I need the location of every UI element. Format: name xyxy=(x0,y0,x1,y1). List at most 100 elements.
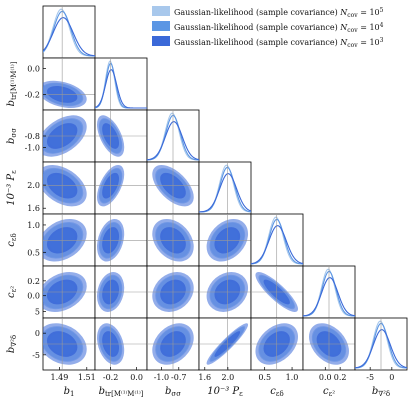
panel-ce2-vs-btr xyxy=(94,265,148,319)
panel-bss-vs-btr xyxy=(94,109,148,163)
x-axis-label-bss: bσσ xyxy=(165,386,181,398)
legend-prefix: Gaussian-likelihood (sample covariance) xyxy=(174,8,340,17)
y-axis-label-pe: 10⁻³ Pε xyxy=(6,170,18,206)
y-axis-label-ce2: cε² xyxy=(6,286,18,298)
y-axis-label-main: b xyxy=(6,138,17,144)
marginal-curve-pe-series-1 xyxy=(199,166,251,213)
y-axis-label-bv2d: b∇²δ xyxy=(6,335,18,353)
x-axis-label-sub: ∇²δ xyxy=(378,390,390,398)
y-tick-label-bv2d-1: 0 xyxy=(35,329,40,338)
x-axis-label-main: c xyxy=(323,386,329,397)
y-tick-label-pe-1: 1.6 xyxy=(27,204,40,213)
panel-content xyxy=(95,214,147,266)
marginal-curve-btr-series-2 xyxy=(95,69,147,109)
x-tick-label-bss-1: -0.7 xyxy=(171,373,186,382)
y-tick-label-bv2d-0: 5 xyxy=(35,308,40,317)
x-tick-label-b1-0: 1.49 xyxy=(51,373,69,382)
panel-bv2d-vs-ce2: 0.0 0.2 xyxy=(302,317,356,382)
legend: Gaussian-likelihood (sample covariance) … xyxy=(152,6,384,49)
panel-content xyxy=(43,214,95,266)
x-axis-label-ce2: cε² xyxy=(323,386,335,398)
x-tick-label-ced-0: 0.5 xyxy=(258,373,271,382)
y-axis-label-sub: σσ xyxy=(10,128,18,138)
panel-content xyxy=(303,266,355,318)
panel-content xyxy=(95,58,147,110)
panel-ced-vs-b1: 1.0 0.5 xyxy=(27,213,96,267)
panel-content xyxy=(95,162,147,214)
panel-content xyxy=(147,266,199,318)
panel-content xyxy=(199,162,251,214)
panel-pe-vs-pe xyxy=(198,161,252,215)
y-axis-label-sub: ∇²δ xyxy=(10,335,18,347)
y-axis-label-main: b xyxy=(6,100,17,106)
panel-content xyxy=(303,318,355,370)
y-tick-label-ce2-1: 0.0 xyxy=(27,292,40,301)
y-tick-label-bss-0: -0.8 xyxy=(25,132,40,141)
x-axis-label-main: b xyxy=(99,386,105,397)
legend-exp: 5 xyxy=(380,7,384,14)
y-tick-label-pe-0: 2.0 xyxy=(27,181,40,190)
legend-n: N xyxy=(339,38,348,47)
panel-pe-vs-btr xyxy=(94,161,148,215)
panel-content xyxy=(199,318,251,370)
legend-swatch-0 xyxy=(152,6,170,16)
panel-grid: 0.0-0.2-0.8-1.02.01.61.00.50.20.01.49 1.5… xyxy=(6,5,408,398)
y-axis-label-btr: btr[M⁽¹⁾M⁽¹⁾] xyxy=(6,61,18,106)
panel-b1-vs-b1 xyxy=(42,5,96,59)
y-axis-label-sub: ε² xyxy=(10,286,18,293)
y-axis-label-main: c xyxy=(6,292,17,298)
y-axis-label-sub: tr[M⁽¹⁾M⁽¹⁾] xyxy=(9,61,18,100)
y-tick-label-ced-0: 1.0 xyxy=(27,221,40,230)
legend-eq: = 10 xyxy=(358,23,380,32)
panel-content xyxy=(147,214,199,266)
x-axis-label-main: b xyxy=(372,386,378,397)
panel-content xyxy=(147,162,199,214)
x-axis-label-main: b xyxy=(165,386,171,397)
x-tick-label-ce2-0: 0.0 xyxy=(319,373,332,382)
y-axis-label-bss: bσσ xyxy=(6,128,18,144)
panel-ced-vs-pe xyxy=(198,213,252,267)
x-tick-label-btr-1: 0.0 xyxy=(130,373,143,382)
panel-frame xyxy=(42,5,96,59)
x-tick-label-b1-1: 1.51 xyxy=(78,373,96,382)
x-tick-label-ced-1: 1.0 xyxy=(286,373,299,382)
x-tick-label-pe-1: 2.0 xyxy=(222,373,235,382)
panel-content xyxy=(199,266,251,318)
panel-bss-vs-bss xyxy=(146,109,200,163)
panel-content xyxy=(251,214,303,266)
panel-bv2d-vs-pe: 1.6 2.0 xyxy=(198,317,252,382)
x-axis-label-bv2d: b∇²δ xyxy=(372,386,390,398)
legend-prefix: Gaussian-likelihood (sample covariance) xyxy=(174,38,340,47)
panel-ced-vs-bss xyxy=(146,213,200,267)
legend-prefix: Gaussian-likelihood (sample covariance) xyxy=(174,23,340,32)
y-axis-label-main: 10⁻³ P xyxy=(6,174,17,206)
legend-label-1: Gaussian-likelihood (sample covariance) … xyxy=(174,22,384,34)
y-tick-label-btr-1: -0.2 xyxy=(25,90,40,99)
y-axis-label-sub: εδ xyxy=(10,233,18,241)
legend-n: N xyxy=(339,23,348,32)
marginal-curve-pe-series-2 xyxy=(199,173,251,213)
legend-swatch-2 xyxy=(152,36,170,46)
legend-n: N xyxy=(339,8,348,17)
panel-bv2d-vs-bv2d: -5 0 xyxy=(354,317,408,382)
panel-ced-vs-ced xyxy=(250,213,304,267)
legend-eq: = 10 xyxy=(358,38,380,47)
panel-content xyxy=(147,110,199,162)
panel-btr-vs-b1: 0.0 -0.2 xyxy=(25,57,96,111)
panel-content xyxy=(95,318,147,370)
panel-bv2d-vs-btr: -0.2 0.0 xyxy=(94,317,148,382)
x-axis-label-sub: σσ xyxy=(171,390,181,398)
panel-content xyxy=(95,110,147,162)
x-axis-label-sub: 1 xyxy=(70,390,74,398)
x-axis-label-sub: ε² xyxy=(329,390,336,398)
x-axis-label-sub: ε xyxy=(239,390,243,398)
y-tick-label-bv2d-2: -5 xyxy=(32,351,40,360)
panel-content xyxy=(43,266,95,318)
x-axis-label-pe: 10⁻³ Pε xyxy=(207,386,243,398)
panel-bv2d-vs-bss: -1.0 -0.7 xyxy=(146,317,200,382)
panel-btr-vs-btr xyxy=(94,57,148,111)
panel-ce2-vs-ced xyxy=(250,265,304,319)
panel-bss-vs-b1: -0.8 -1.0 xyxy=(25,109,96,163)
y-axis-label-main: c xyxy=(6,241,17,247)
